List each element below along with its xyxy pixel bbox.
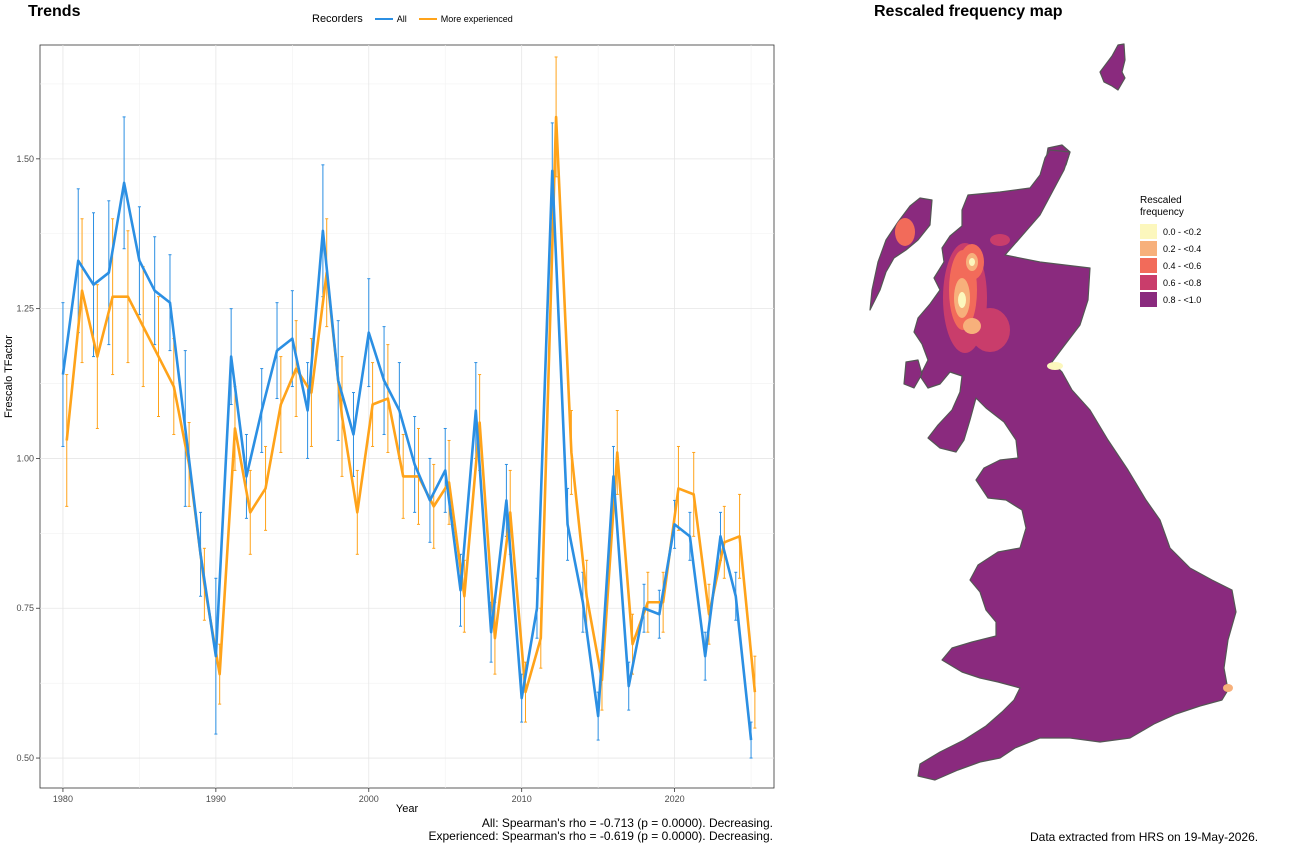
map-legend-swatch — [1140, 275, 1157, 290]
hotspot-12 — [1047, 362, 1063, 370]
frequency-map — [869, 43, 1237, 781]
map-legend-swatch — [1140, 224, 1157, 239]
x-tick-label: 2010 — [512, 794, 532, 804]
x-tick-label: 1980 — [53, 794, 73, 804]
y-tick-label: 0.75 — [16, 603, 34, 613]
plot-panel — [39, 44, 775, 789]
legend-item-experienced: More experienced — [418, 14, 513, 24]
legend-item-all: All — [374, 14, 407, 24]
map-legend-label: 0.6 - <0.8 — [1163, 277, 1202, 288]
map-legend-label: 0.8 - <1.0 — [1163, 294, 1202, 305]
map-legend-swatch — [1140, 241, 1157, 256]
map-legend-title-line-2: frequency — [1140, 207, 1184, 218]
series-line-all — [61, 169, 753, 741]
gb-landmass — [869, 43, 1237, 781]
x-axis-label: Year — [396, 803, 419, 815]
legend-swatch-all — [374, 18, 393, 20]
stats-all: All: Spearman's rho = -0.713 (p = 0.0000… — [481, 816, 773, 830]
map-title: Rescaled frequency map — [874, 3, 1063, 20]
x-tick-label: 2020 — [665, 794, 685, 804]
trend-stats: All: Spearman's rho = -0.713 (p = 0.0000… — [429, 817, 774, 843]
legend-swatch-experienced — [418, 18, 437, 20]
x-tick-label: 2000 — [359, 794, 379, 804]
y-axis-label: Frescalo TFactor — [3, 335, 15, 418]
legend-title: Recorders — [312, 13, 363, 25]
hotspot-11 — [990, 234, 1010, 246]
map-outer-hebrides — [869, 197, 933, 311]
trends-legend: Recorders All More experienced — [312, 13, 513, 25]
map-shetland — [1099, 43, 1126, 91]
map-legend-label: 0.0 - <0.2 — [1163, 226, 1202, 237]
map-legend-item: 0.8 - <1.0 — [1140, 291, 1201, 308]
map-legend-title-line-1: Rescaled — [1140, 195, 1182, 206]
map-legend-item: 0.0 - <0.2 — [1140, 223, 1201, 240]
y-tick-label: 1.50 — [16, 154, 34, 164]
map-legend-label: 0.2 - <0.4 — [1163, 243, 1202, 254]
map-legend-swatch — [1140, 292, 1157, 307]
hotspot-10 — [895, 218, 915, 246]
hotspot-4 — [958, 292, 966, 308]
stats-experienced: Experienced: Spearman's rho = -0.619 (p … — [428, 829, 774, 843]
data-credit: Data extracted from HRS on 19-May-2026. — [1030, 830, 1259, 844]
trends-chart: 1980 1990 2000 2010 2020 0.50 0.75 1.00 1.25 1.50… — [3, 44, 775, 815]
hotspot-8 — [970, 308, 1010, 352]
x-tick-label: 1990 — [206, 794, 226, 804]
map-legend-title: Rescaled frequency — [1140, 195, 1201, 219]
map-legend-swatch — [1140, 258, 1157, 273]
hotspot-7 — [969, 258, 975, 266]
y-tick-label: 1.00 — [16, 453, 34, 463]
map-hotspots — [895, 218, 1233, 692]
legend-label-all: All — [396, 14, 407, 24]
y-tick-label: 1.25 — [16, 304, 34, 314]
map-legend-item: 0.4 - <0.6 — [1140, 257, 1201, 274]
hotspot-13 — [1223, 684, 1233, 692]
map-islay — [903, 359, 923, 389]
hotspot-9 — [963, 318, 981, 334]
map-legend-label: 0.4 - <0.6 — [1163, 260, 1202, 271]
map-legend-item: 0.6 - <0.8 — [1140, 274, 1201, 291]
map-legend: Rescaled frequency 0.0 - <0.2 0.2 - <0.4 0… — [1140, 195, 1201, 308]
y-tick-label: 0.50 — [16, 753, 34, 763]
map-legend-item: 0.2 - <0.4 — [1140, 240, 1201, 257]
trends-title: Trends — [28, 3, 81, 20]
legend-label-experienced: More experienced — [440, 14, 513, 24]
